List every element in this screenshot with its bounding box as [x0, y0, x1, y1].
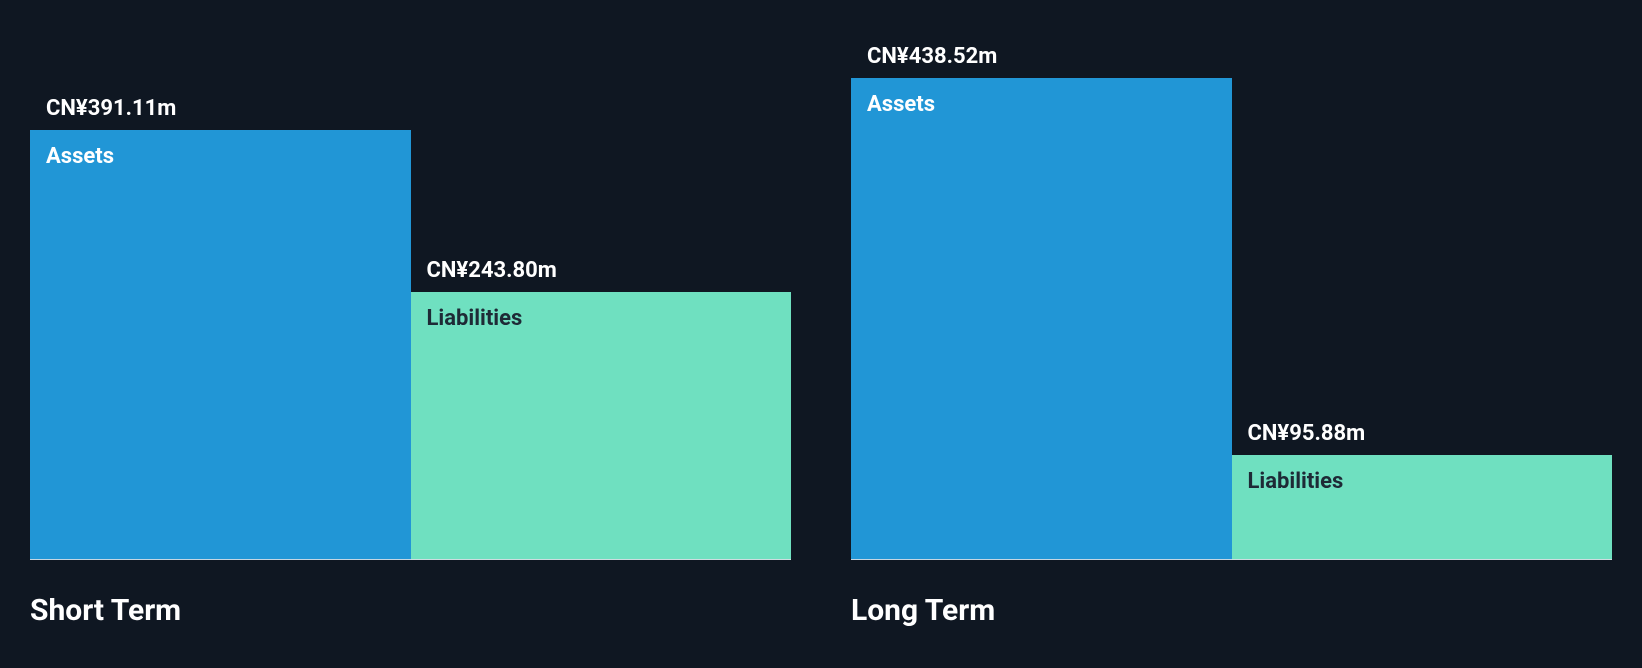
chart-group: CN¥438.52mAssetsCN¥95.88mLiabilitiesLong… [821, 0, 1642, 668]
bar-series-label: Assets [46, 144, 114, 169]
bar-assets: CN¥391.11mAssets [30, 130, 411, 560]
chart-baseline [30, 559, 791, 560]
chart-groups: CN¥391.11mAssetsCN¥243.80mLiabilitiesSho… [0, 0, 1642, 668]
bar-value-label: CN¥391.11m [46, 96, 176, 121]
bar-series-label: Liabilities [1248, 469, 1344, 494]
chart-group: CN¥391.11mAssetsCN¥243.80mLiabilitiesSho… [0, 0, 821, 668]
bar-series-label: Assets [867, 92, 935, 117]
bar-value-label: CN¥95.88m [1248, 421, 1366, 446]
chart-plot: CN¥438.52mAssetsCN¥95.88mLiabilities [851, 0, 1612, 560]
bar-liabilities: CN¥243.80mLiabilities [411, 292, 792, 560]
bar-assets: CN¥438.52mAssets [851, 78, 1232, 560]
chart-plot: CN¥391.11mAssetsCN¥243.80mLiabilities [30, 0, 791, 560]
bar-value-label: CN¥243.80m [427, 258, 557, 283]
chart-baseline [851, 559, 1612, 560]
group-title: Long Term [851, 593, 995, 628]
bar-value-label: CN¥438.52m [867, 44, 997, 69]
bar-liabilities: CN¥95.88mLiabilities [1232, 455, 1613, 560]
chart-canvas: CN¥391.11mAssetsCN¥243.80mLiabilitiesSho… [0, 0, 1642, 668]
bar-series-label: Liabilities [427, 306, 523, 331]
group-title: Short Term [30, 593, 181, 628]
